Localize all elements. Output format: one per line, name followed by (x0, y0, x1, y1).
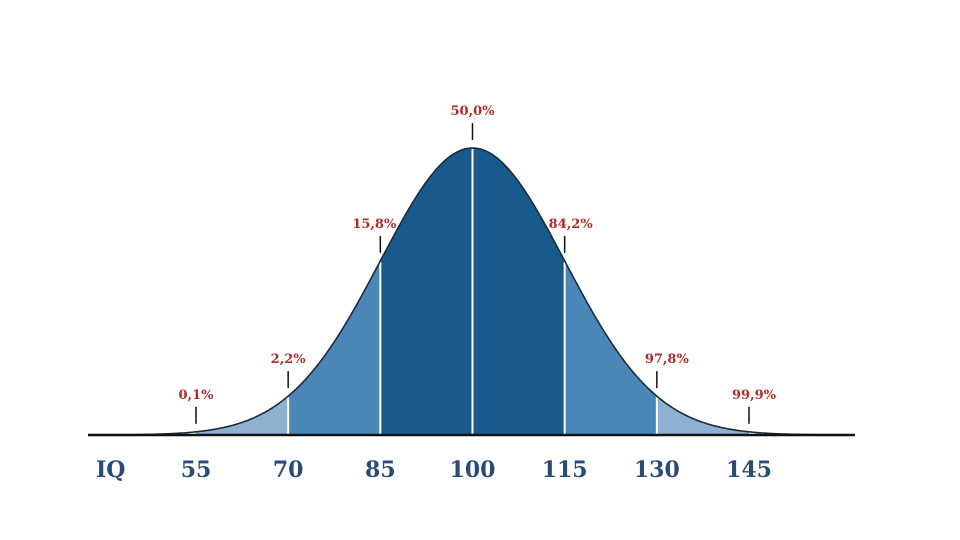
percentile-label-55: 0,1% (179, 388, 215, 403)
x-tick-label-145: 145 (726, 457, 772, 483)
percentile-label-130: 97,8% (645, 352, 690, 367)
percentile-markers: 0,1% 2,2% 15,8% 50,0% 84,2% 97,8% 99,9% (179, 104, 777, 424)
x-axis-label: IQ (96, 457, 125, 483)
percentile-label-85: 15,8% (352, 217, 397, 232)
x-tick-label-55: 55 (181, 457, 212, 483)
percentile-label-70: 2,2% (271, 352, 307, 367)
percentile-label-115: 84,2% (549, 217, 594, 232)
percentile-label-145: 99,9% (732, 388, 777, 403)
band-dividers (287, 149, 658, 435)
distribution-band-0 (196, 396, 289, 435)
bell-curve (134, 147, 836, 436)
distribution-band-4 (656, 396, 749, 435)
x-tick-label-115: 115 (542, 457, 588, 483)
percentile-label-100: 50,0% (450, 104, 495, 119)
x-tick-label-85: 85 (365, 457, 396, 483)
x-tick-label-70: 70 (273, 457, 304, 483)
x-tick-label-100: 100 (450, 457, 496, 483)
x-tick-labels: 55 70 85 100 115 130 145 (181, 457, 772, 483)
x-tick-label-130: 130 (634, 457, 680, 483)
